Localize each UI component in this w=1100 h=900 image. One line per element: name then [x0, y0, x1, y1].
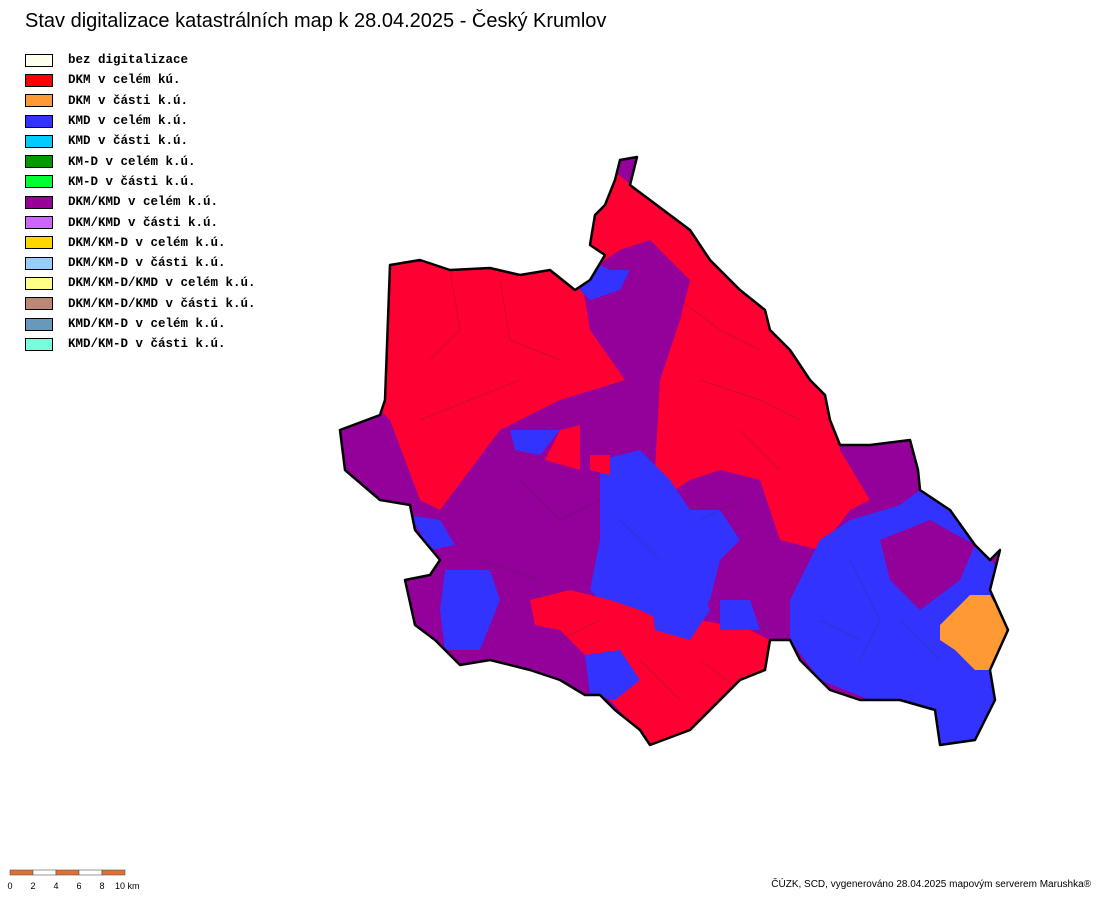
legend-item: KMD/KM-D v celém k.ú.: [25, 314, 256, 334]
legend-label: DKM/KM-D/KMD v celém k.ú.: [68, 276, 256, 291]
legend-item: KMD/KM-D v části k.ú.: [25, 334, 256, 354]
legend-swatch: [25, 94, 53, 108]
region-red: [545, 425, 580, 470]
legend-swatch: [25, 53, 53, 67]
legend-label: DKM v části k.ú.: [68, 93, 189, 108]
legend-item: KMD v části k.ú.: [25, 131, 256, 151]
legend-item: KMD v celém k.ú.: [25, 111, 256, 131]
legend-swatch: [25, 337, 53, 351]
legend-swatch: [25, 256, 53, 270]
legend-label: KMD/KM-D v celém k.ú.: [68, 317, 226, 331]
legend-swatch: [25, 317, 53, 331]
legend-item: DKM/KM-D/KMD v celém k.ú.: [25, 273, 256, 293]
scale-segment: [32, 869, 57, 876]
legend-item: DKM/KM-D v celém k.ú.: [25, 233, 256, 253]
scale-label: 10 km: [115, 881, 140, 891]
scale-label: 6: [76, 881, 81, 891]
legend-label: bez digitalizace: [68, 53, 189, 68]
map-title: Stav digitalizace katastrálních map k 28…: [25, 10, 607, 32]
legend-swatch: [25, 236, 53, 250]
legend-swatch: [25, 134, 53, 148]
region-blue: [410, 515, 455, 550]
legend-swatch: [25, 155, 53, 169]
district-outline: [338, 155, 1010, 747]
legend-swatch: [25, 73, 53, 87]
scale-label: 0: [7, 881, 12, 891]
legend-label: KMD v celém k.ú.: [68, 114, 189, 129]
legend-label: KM-D v části k.ú.: [68, 174, 196, 189]
scale-segment: [9, 869, 34, 876]
legend-swatch: [25, 114, 53, 128]
scale-label: 4: [53, 881, 58, 891]
region-blue: [510, 430, 560, 455]
legend-item: bez digitalizace: [25, 50, 256, 70]
cadastral-lines: [419, 269, 941, 701]
legend-item: DKM/KM-D v části k.ú.: [25, 253, 256, 273]
region-purple: [880, 520, 975, 610]
region-red: [590, 160, 870, 550]
region-red: [530, 590, 770, 745]
scale-segment: [78, 869, 103, 876]
legend-label: KMD/KM-D v části k.ú.: [68, 337, 226, 352]
legend-item: DKM/KMD v části k.ú.: [25, 212, 256, 232]
region-red: [370, 260, 625, 510]
legend-swatch: [25, 297, 53, 311]
region-orange: [940, 595, 1008, 670]
legend-label: DKM/KM-D/KMD v části k.ú.: [68, 296, 256, 311]
legend-label: KMD v části k.ú.: [68, 134, 189, 149]
legend-item: KM-D v celém k.ú.: [25, 151, 256, 171]
legend-label: DKM/KM-D v celém k.ú.: [68, 235, 226, 250]
legend-swatch: [25, 276, 53, 290]
scale-segment: [55, 869, 80, 876]
legend: bez digitalizace DKM v celém kú. DKM v čás…: [25, 50, 256, 354]
legend-item: DKM/KMD v celém k.ú.: [25, 192, 256, 212]
scale-label: 8: [99, 881, 104, 891]
scale-label: 2: [30, 881, 35, 891]
credit: ČÚZK, SCD, vygenerováno 28.04.2025 mapov…: [771, 879, 1091, 890]
legend-item: KM-D v části k.ú.: [25, 172, 256, 192]
legend-swatch: [25, 216, 53, 230]
legend-item: DKM/KM-D/KMD v části k.ú.: [25, 294, 256, 314]
scale-segment: [101, 869, 126, 876]
legend-swatch: [25, 195, 53, 209]
legend-label: KM-D v celém k.ú.: [68, 154, 196, 169]
legend-item: DKM v celém kú.: [25, 70, 256, 90]
region-red: [590, 455, 610, 475]
region-blue: [650, 580, 710, 640]
scale-bar: 0 2 4 6 8 10 km: [7, 869, 140, 891]
legend-label: DKM/KM-D v části k.ú.: [68, 256, 226, 271]
legend-label: DKM/KMD v části k.ú.: [68, 215, 219, 230]
region-blue: [585, 650, 640, 700]
region-blue: [720, 600, 760, 630]
legend-item: DKM v části k.ú.: [25, 91, 256, 111]
region-blue: [440, 570, 500, 650]
legend-label: DKM v celém kú.: [68, 73, 181, 88]
legend-swatch: [25, 175, 53, 189]
legend-label: DKM/KMD v celém k.ú.: [68, 195, 219, 210]
